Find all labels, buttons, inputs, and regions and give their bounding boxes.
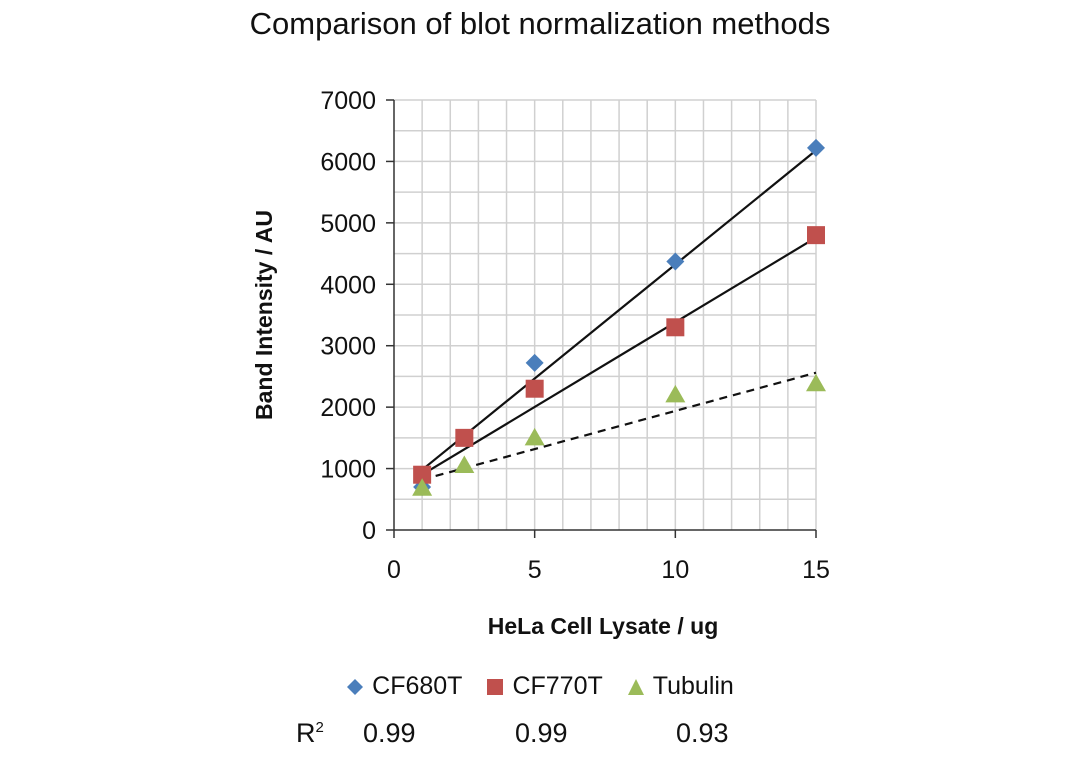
data-points [412, 138, 826, 496]
point-cf680t [807, 138, 825, 157]
legend: CF680T CF770T Tubulin [0, 672, 1080, 701]
y-tick-label: 4000 [320, 271, 376, 299]
legend-item-tubulin: Tubulin [627, 672, 734, 701]
legend-item-cf770t: CF770T [486, 672, 603, 701]
r2-value-cf680t: 0.99 [363, 718, 416, 748]
r2-label: R2 [296, 718, 324, 749]
y-tick-label: 2000 [320, 394, 376, 422]
point-tubulin [412, 478, 433, 496]
y-tick-label: 7000 [320, 87, 376, 115]
point-tubulin [524, 427, 545, 446]
legend-label-cf680t: CF680T [372, 672, 463, 700]
point-cf680t [525, 353, 544, 372]
point-cf770t [807, 226, 825, 245]
tick-labels: 0 1000 2000 3000 4000 5000 6000 7000 0 5 10 15 [320, 87, 830, 584]
grid [394, 99, 817, 530]
y-tick-label: 1000 [320, 456, 376, 484]
trendline-tubulin [421, 371, 817, 481]
chart-area: 0 1000 2000 3000 4000 5000 6000 7000 0 5 10 15 HeLa… [251, 87, 830, 639]
point-tubulin [665, 384, 686, 403]
x-tick-label: 15 [802, 556, 830, 584]
trendlines [421, 149, 817, 481]
point-tubulin [806, 373, 826, 392]
point-cf770t [666, 318, 685, 337]
diamond-marker-icon [347, 678, 364, 695]
trendline-cf680t [421, 149, 817, 471]
y-tick-label: 3000 [320, 333, 376, 361]
point-cf680t [666, 252, 685, 271]
y-tick-label: 5000 [320, 210, 376, 238]
x-tick-label: 0 [387, 556, 401, 584]
legend-label-cf770t: CF770T [512, 672, 603, 700]
legend-label-tubulin: Tubulin [652, 672, 734, 700]
x-axis-label: HeLa Cell Lysate / ug [488, 613, 719, 639]
trendline-cf770t [421, 236, 817, 476]
point-tubulin [454, 455, 475, 473]
r2-letter: R [296, 718, 316, 748]
y-axis-label: Band Intensity / AU [251, 210, 277, 420]
y-tick-label: 0 [362, 517, 376, 545]
axes [386, 99, 817, 538]
x-tick-label: 5 [528, 556, 542, 584]
point-cf770t [413, 465, 432, 484]
legend-item-cf680t: CF680T [346, 672, 462, 701]
r2-superscript: 2 [315, 719, 324, 736]
triangle-marker-icon [627, 678, 644, 695]
r2-value-tubulin: 0.93 [676, 718, 729, 748]
x-tick-label: 10 [661, 556, 689, 584]
square-marker-icon [487, 678, 504, 695]
y-tick-label: 6000 [320, 148, 376, 176]
chart-title: Comparison of blot normalization methods [249, 6, 831, 41]
point-cf770t [455, 428, 474, 447]
r2-value-cf770t: 0.99 [515, 718, 568, 748]
point-cf770t [525, 379, 544, 398]
